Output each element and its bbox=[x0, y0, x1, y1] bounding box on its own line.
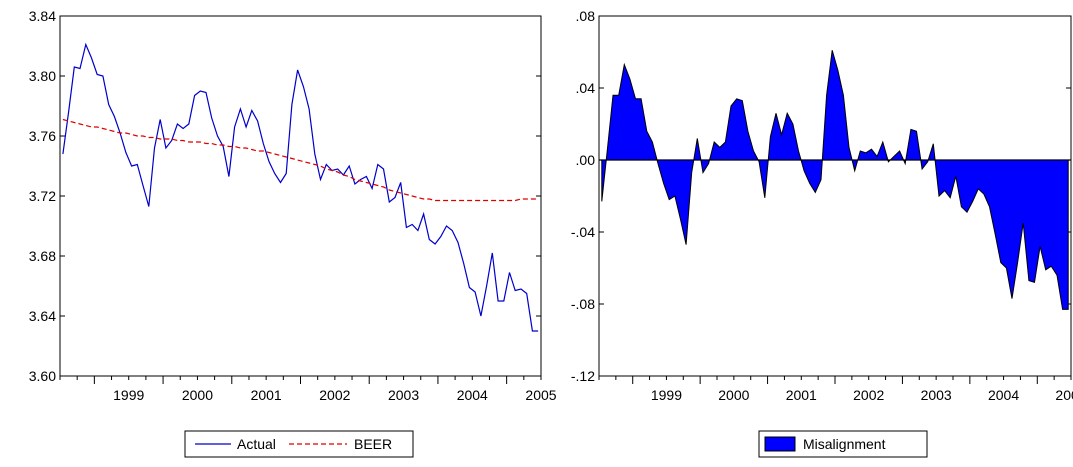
x-tick-label: 2003 bbox=[388, 387, 419, 403]
y-tick-label: 3.72 bbox=[29, 188, 56, 204]
legend-label-misalignment: Misalignment bbox=[803, 436, 886, 452]
legend-label-beer: BEER bbox=[354, 436, 392, 452]
legend-swatch-misalignment bbox=[765, 437, 795, 451]
y-tick-label: 3.80 bbox=[29, 68, 56, 84]
y-tick-label: .00 bbox=[576, 152, 596, 168]
legend-label-actual: Actual bbox=[237, 436, 276, 452]
x-tick-label: 2005 bbox=[1055, 387, 1073, 403]
right-chart-misalignment: -.12 -.08 -.04 .00 .04 .08 1999 2000 2001 2002 200… bbox=[571, 8, 1073, 403]
y-tick-label: -.04 bbox=[571, 224, 595, 240]
left-chart-actual-vs-beer: 3.60 3.64 3.68 3.72 3.76 3.80 3.84 1999 2000 2001… bbox=[29, 8, 557, 403]
y-tick-label: 3.84 bbox=[29, 8, 56, 24]
x-tick-label: 2003 bbox=[921, 387, 952, 403]
y-tick-label: .08 bbox=[576, 8, 596, 24]
y-tick-label: -.12 bbox=[571, 368, 595, 384]
x-tick-label: 1999 bbox=[651, 387, 682, 403]
y-tick-label: -.08 bbox=[571, 296, 595, 312]
x-tick-label: 2002 bbox=[853, 387, 884, 403]
y-tick-label: 3.68 bbox=[29, 248, 56, 264]
legend-actual-beer: Actual BEER bbox=[185, 431, 413, 457]
x-tick-label: 2000 bbox=[718, 387, 749, 403]
x-tick-label: 1999 bbox=[113, 387, 144, 403]
y-tick-label: 3.60 bbox=[29, 368, 56, 384]
y-tick-label: 3.76 bbox=[29, 128, 56, 144]
x-tick-label: 2001 bbox=[251, 387, 282, 403]
x-tick-label: 2004 bbox=[457, 387, 488, 403]
y-tick-label: 3.64 bbox=[29, 308, 56, 324]
x-tick-label: 2002 bbox=[319, 387, 350, 403]
x-tick-label: 2000 bbox=[182, 387, 213, 403]
y-tick-label: .04 bbox=[576, 80, 596, 96]
legend-misalignment: Misalignment bbox=[759, 431, 927, 457]
x-tick-label: 2005 bbox=[525, 387, 556, 403]
plot-frame bbox=[60, 16, 541, 376]
x-tick-label: 2001 bbox=[786, 387, 817, 403]
x-tick-label: 2004 bbox=[988, 387, 1019, 403]
